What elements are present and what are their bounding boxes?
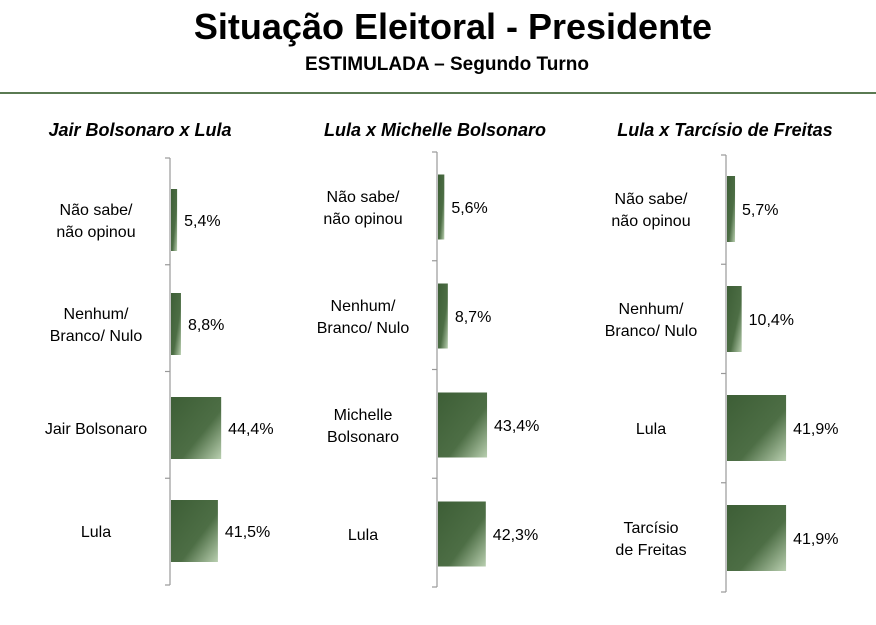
chart-title: Jair Bolsonaro x Lula xyxy=(48,120,231,140)
category-label: Nenhum/Branco/ Nulo xyxy=(50,306,143,345)
chart-1: Jair Bolsonaro x Lula 5,4% Não sabe/não op… xyxy=(45,120,274,586)
value-label: 8,8% xyxy=(188,317,224,334)
category-label: Nenhum/Branco/ Nulo xyxy=(317,298,410,337)
category-label: Tarcísio de Freitas xyxy=(615,520,686,559)
value-label: 8,7% xyxy=(455,309,491,326)
category-label: Não sabe/não opinou xyxy=(56,202,135,241)
bar xyxy=(171,500,218,562)
value-label: 10,4% xyxy=(749,312,794,329)
category-label: Lula xyxy=(636,421,666,438)
category-label: Lula xyxy=(348,527,378,544)
chart-title: Lula x Tarcísio de Freitas xyxy=(617,120,832,140)
chart-2: Lula x Michelle Bolsonaro 5,6% Não sabe/nã… xyxy=(317,120,546,588)
value-label: 5,4% xyxy=(184,213,220,230)
page-title: Situação Eleitoral - Presidente xyxy=(193,6,713,47)
bar xyxy=(438,283,448,349)
value-label: 42,3% xyxy=(493,527,538,544)
value-label: 44,4% xyxy=(228,421,273,438)
value-label: 43,4% xyxy=(494,418,539,435)
chart-3: Lula x Tarcísio de Freitas 5,7% Não sabe/n… xyxy=(605,120,838,593)
bar xyxy=(438,392,488,458)
bar xyxy=(171,189,178,251)
category-label: Michelle Bolsonaro xyxy=(327,407,399,446)
bar xyxy=(171,293,181,355)
category-label: Não sabe/não opinou xyxy=(323,189,402,228)
category-label: Nenhum/Branco/ Nulo xyxy=(605,301,698,340)
value-label: 5,7% xyxy=(742,202,778,219)
category-label: Lula xyxy=(81,524,111,541)
bar xyxy=(727,176,736,242)
value-label: 41,9% xyxy=(793,531,838,548)
bar xyxy=(727,286,742,352)
value-label: 41,9% xyxy=(793,421,838,438)
value-label: 41,5% xyxy=(225,524,270,541)
bar xyxy=(727,505,787,571)
bar xyxy=(438,174,445,240)
bar xyxy=(171,397,222,459)
header-divider xyxy=(0,92,876,94)
page-subtitle: ESTIMULADA – Segundo Turno xyxy=(305,54,589,75)
category-label: Não sabe/não opinou xyxy=(611,191,690,230)
bar xyxy=(727,395,787,461)
category-label: Jair Bolsonaro xyxy=(45,421,147,438)
value-label: 5,6% xyxy=(451,200,487,217)
chart-title: Lula x Michelle Bolsonaro xyxy=(324,120,546,140)
bar xyxy=(438,501,486,567)
